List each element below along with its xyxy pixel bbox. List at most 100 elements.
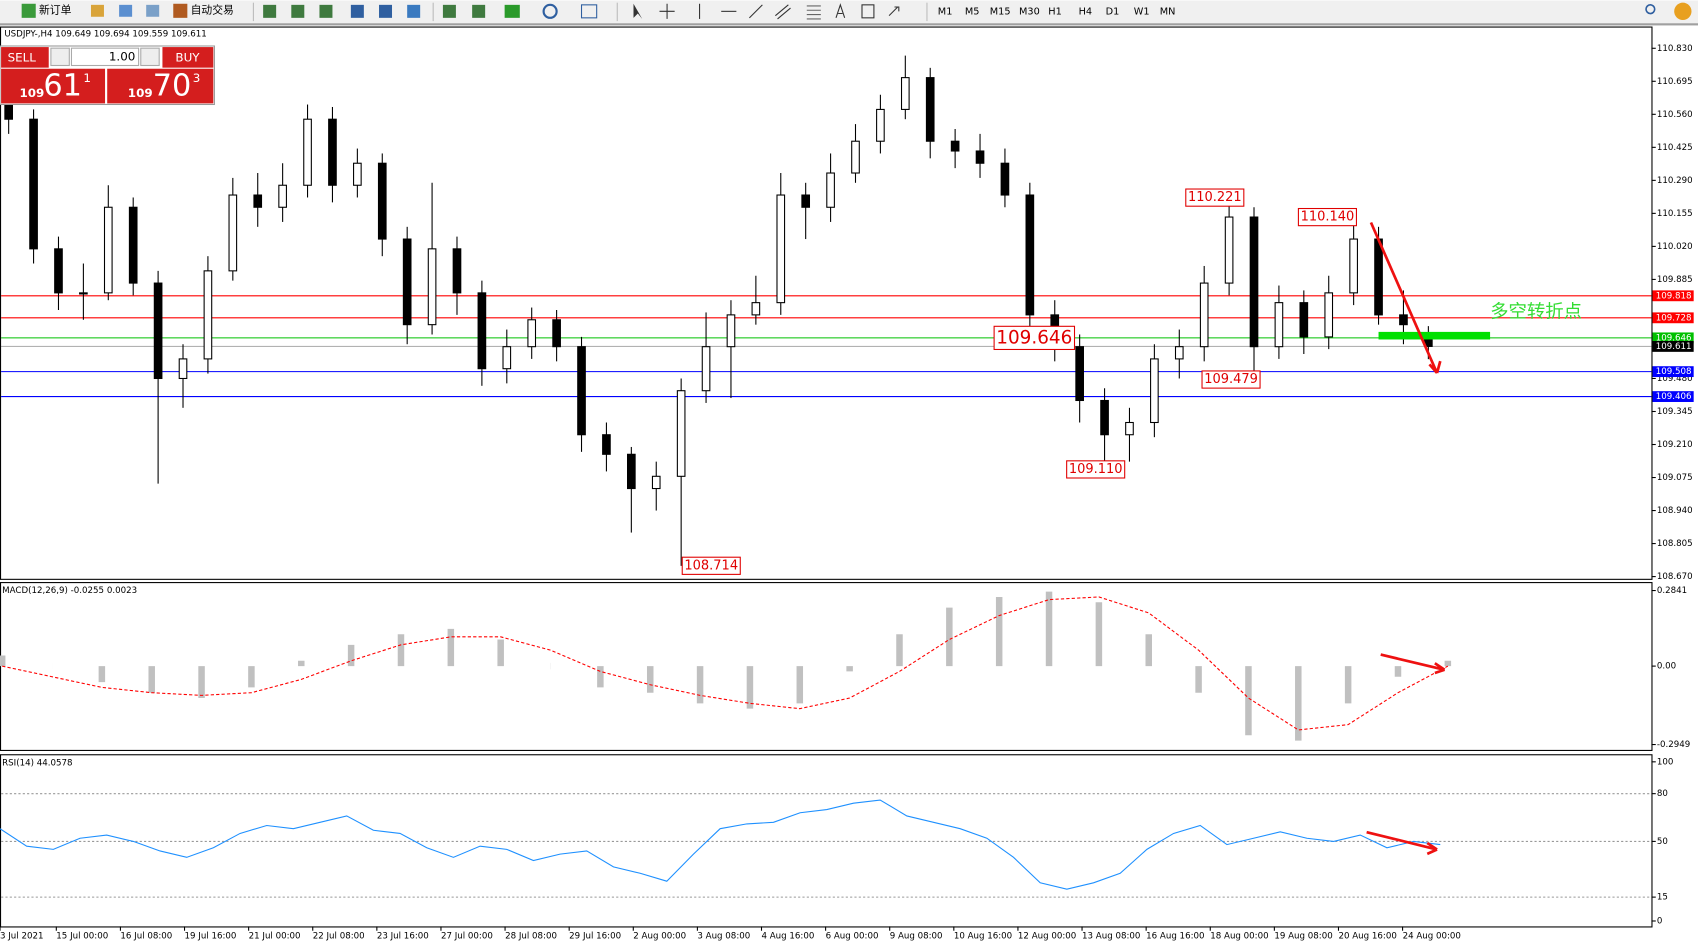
candle-body: [203, 270, 213, 360]
y-tick-label: 110.425: [1657, 143, 1693, 153]
notification-badge[interactable]: [1674, 2, 1692, 21]
level-label: 109.508: [1656, 367, 1692, 377]
candle-body: [577, 346, 586, 436]
candle-body: [1174, 346, 1184, 360]
toolbar-icon[interactable]: [379, 4, 393, 18]
lot-value[interactable]: 1.00: [109, 49, 136, 63]
y-tick-label: 110.290: [1657, 176, 1693, 186]
crosshair-tool[interactable]: [659, 3, 675, 19]
timeframes: M1 M5 M15 M30 H1 H4 D1 W1 MN: [938, 6, 1176, 17]
candle-body: [1000, 162, 1010, 196]
fibo-tool[interactable]: [806, 5, 821, 20]
candle-body: [1150, 358, 1159, 424]
rsi-panel: [0, 754, 1653, 928]
candle-body: [552, 319, 561, 348]
candle-body: [1025, 194, 1035, 316]
timeframe-button[interactable]: MN: [1160, 6, 1176, 17]
level-label: 109.646: [1656, 333, 1692, 343]
timeframe-button[interactable]: H4: [1079, 6, 1093, 17]
trendline-tool[interactable]: [748, 4, 763, 19]
timeframe-button[interactable]: M30: [1019, 6, 1040, 17]
candle-body: [1349, 238, 1358, 294]
y-tick-label: 109.210: [1657, 440, 1693, 450]
toolbar-icon[interactable]: [350, 4, 364, 18]
text-tool[interactable]: [835, 3, 846, 19]
ask-box[interactable]: [107, 68, 214, 104]
timeframe-button[interactable]: M15: [990, 6, 1011, 17]
ask-big[interactable]: 109: [128, 86, 153, 100]
bid-small[interactable]: 1: [83, 71, 91, 85]
lot-input[interactable]: [70, 47, 140, 67]
candle-body: [801, 194, 811, 208]
sell-button[interactable]: [1, 47, 49, 68]
lot-up[interactable]: [140, 47, 160, 67]
channel-tool[interactable]: [775, 4, 791, 20]
bid-box[interactable]: [1, 68, 106, 104]
y-tick-label: 0.2841: [1657, 586, 1687, 596]
new-order-icon[interactable]: [21, 3, 36, 18]
one-click-trading: SELL 1.00 BUY 109 61 1 109 70 3: [0, 45, 215, 106]
cursor-tool[interactable]: [633, 3, 643, 19]
toolbar-border: [0, 23, 1698, 26]
x-tick-label: 29 Jul 16:00: [569, 932, 621, 941]
search-icon[interactable]: [1645, 4, 1656, 15]
toolbar-icon[interactable]: [291, 4, 305, 18]
timeframe-button[interactable]: M1: [938, 6, 953, 17]
buy-button[interactable]: [162, 47, 214, 68]
timeframe-button[interactable]: D1: [1106, 6, 1120, 17]
y-tick-label: 108.940: [1657, 506, 1693, 516]
y-tick-label: 0.00: [1657, 662, 1676, 672]
price-panel: [0, 26, 1653, 580]
ask-main[interactable]: 70: [153, 69, 192, 104]
toolbar-icon[interactable]: [504, 4, 520, 18]
level-tag: [1652, 391, 1694, 402]
y-tick-label: 100: [1657, 757, 1674, 767]
timeframe-button[interactable]: H1: [1048, 6, 1062, 17]
trend-arrow: [1380, 653, 1446, 675]
price-annotation: 109.646: [996, 327, 1072, 348]
ask-small[interactable]: 3: [193, 71, 201, 85]
toolbar-icon[interactable]: [407, 4, 421, 18]
lot-down[interactable]: [50, 47, 70, 67]
auto-trading-icon[interactable]: [173, 3, 188, 18]
timeframe-button[interactable]: M5: [965, 6, 980, 17]
y-tick-label: 110.830: [1657, 44, 1693, 54]
bid-big[interactable]: 109: [19, 86, 44, 100]
toolbar-icon[interactable]: [542, 3, 558, 19]
candle-body: [128, 206, 138, 284]
macd-layer: MACD(12,26,9) -0.0255 0.0023 0.2841 0.00 -0…: [0, 586, 1690, 750]
sell-label[interactable]: SELL: [8, 50, 37, 64]
auto-trading-button[interactable]: 自动交易: [191, 2, 234, 16]
price-annotation: 109.479: [1204, 372, 1258, 387]
toolbar-icon[interactable]: [90, 4, 104, 17]
toolbar-icon[interactable]: [319, 4, 333, 18]
candle-body: [153, 282, 163, 380]
rsi-title: RSI(14) 44.0578: [2, 758, 72, 768]
pivot-zone: [1378, 331, 1491, 340]
toolbar-icon[interactable]: [119, 4, 133, 17]
candle-body: [228, 194, 238, 272]
candle-body: [477, 292, 487, 370]
toolbar-icon[interactable]: [263, 4, 277, 18]
toolbar-icon[interactable]: [580, 4, 598, 19]
candle-body: [1199, 282, 1209, 348]
level-tag: [1652, 290, 1694, 302]
toolbar-icon[interactable]: [146, 4, 160, 17]
candle-body: [303, 118, 312, 186]
level-label: 109.406: [1656, 392, 1692, 402]
new-order-button[interactable]: 新订单: [39, 2, 72, 16]
toolbar-icon[interactable]: [442, 4, 456, 18]
x-tick-label: 19 Aug 08:00: [1274, 932, 1332, 941]
y-tick-label: 108.670: [1657, 572, 1693, 582]
candle-body: [79, 292, 88, 295]
arrow-tool[interactable]: [888, 6, 900, 17]
bid-main[interactable]: 61: [43, 69, 82, 104]
buy-label[interactable]: BUY: [175, 50, 200, 64]
label-tool[interactable]: [861, 4, 875, 19]
y-tick-label: 110.155: [1657, 209, 1693, 219]
toolbar-icon[interactable]: [472, 4, 486, 18]
x-tick-label: 22 Jul 08:00: [313, 932, 365, 941]
timeframe-button[interactable]: W1: [1134, 6, 1150, 17]
